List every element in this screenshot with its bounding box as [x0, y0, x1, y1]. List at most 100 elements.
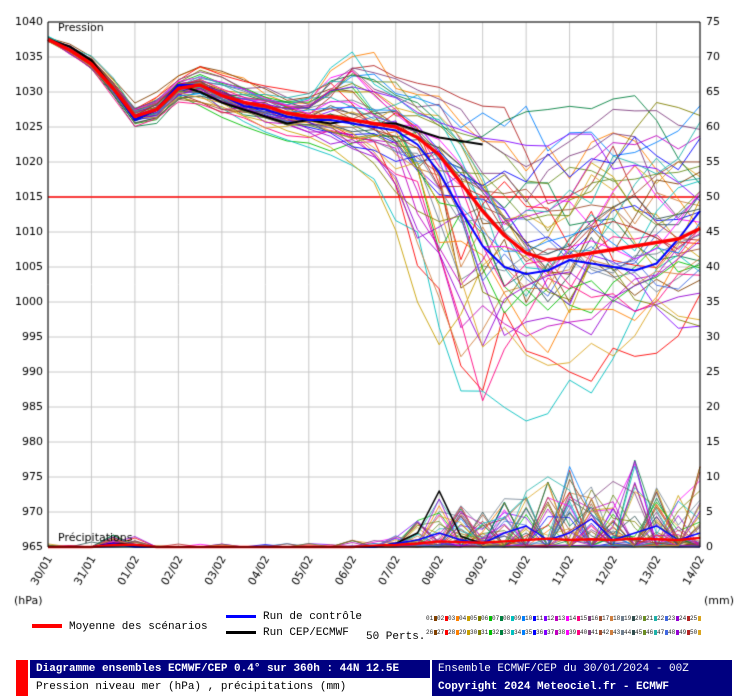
- pert-swatch: [632, 629, 635, 635]
- pert-swatch: [599, 615, 602, 621]
- pert-swatch: [500, 629, 503, 635]
- pert-legend-entry: 24: [679, 615, 690, 622]
- pert-swatch: [676, 615, 679, 621]
- pert-number: 32: [492, 628, 500, 636]
- pert-number: 39: [569, 628, 577, 636]
- legend-mean-label: Moyenne des scénarios: [69, 621, 208, 633]
- pert-swatch: [643, 629, 646, 635]
- pert-number: 03: [448, 614, 456, 622]
- pert-number: 22: [657, 614, 665, 622]
- pert-legend-entry: 08: [503, 615, 514, 622]
- pert-swatch: [566, 629, 569, 635]
- pert-legend-entry: 34: [514, 629, 525, 636]
- pert-legend-entry: 02: [437, 615, 448, 622]
- pert-legend-entry: 19: [624, 615, 635, 622]
- pert-swatch: [577, 629, 580, 635]
- pert-legend-entry: 25: [690, 615, 701, 622]
- pert-number: 02: [437, 614, 445, 622]
- pert-swatch: [643, 615, 646, 621]
- pert-number: 46: [646, 628, 654, 636]
- pert-swatch: [621, 629, 624, 635]
- pert-swatch: [577, 615, 580, 621]
- pert-number: 30: [470, 628, 478, 636]
- pert-number: 20: [635, 614, 643, 622]
- chart-title: Diagramme ensembles ECMWF/CEP 0.4° sur 3…: [30, 660, 430, 678]
- pert-number: 31: [481, 628, 489, 636]
- pert-swatch: [599, 629, 602, 635]
- pert-number: 23: [668, 614, 676, 622]
- legend-ecmwf-label: Run CEP/ECMWF: [263, 627, 349, 639]
- pert-number: 04: [459, 614, 467, 622]
- pert-legend-entry: 40: [580, 629, 591, 636]
- pert-swatch: [511, 629, 514, 635]
- pert-legend-entry: 13: [558, 615, 569, 622]
- pert-number: 50: [690, 628, 698, 636]
- pert-legend-entry: 39: [569, 629, 580, 636]
- control-line-swatch: [226, 614, 256, 618]
- pert-number: 29: [459, 628, 467, 636]
- pert-number: 14: [569, 614, 577, 622]
- pert-legend-entry: 37: [547, 629, 558, 636]
- pert-swatch: [533, 629, 536, 635]
- pert-swatch: [456, 629, 459, 635]
- pert-legend-entry: 43: [613, 629, 624, 636]
- pert-number: 27: [437, 628, 445, 636]
- pert-legend-entry: 41: [591, 629, 602, 636]
- pert-swatch: [478, 629, 481, 635]
- pert-swatch: [434, 629, 437, 635]
- ecmwf-line-swatch: [226, 630, 256, 634]
- pert-swatch: [467, 629, 470, 635]
- pert-number: 33: [503, 628, 511, 636]
- pert-number: 48: [668, 628, 676, 636]
- pert-legend-entry: 38: [558, 629, 569, 636]
- pert-swatch: [489, 615, 492, 621]
- pert-legend-entry: 07: [492, 615, 503, 622]
- copyright: Copyright 2024 Meteociel.fr - ECMWF: [438, 681, 670, 693]
- pert-swatch: [533, 615, 536, 621]
- pert-legend-entry: 30: [470, 629, 481, 636]
- pert-swatch: [610, 629, 613, 635]
- red-marker: [16, 660, 28, 696]
- pert-number: 07: [492, 614, 500, 622]
- pert-number: 44: [624, 628, 632, 636]
- pert-number: 47: [657, 628, 665, 636]
- pert-legend-entry: 15: [580, 615, 591, 622]
- pert-swatch: [588, 629, 591, 635]
- pert-swatch: [588, 615, 591, 621]
- pert-legend-entry: 23: [668, 615, 679, 622]
- pert-legend-entry: 14: [569, 615, 580, 622]
- pert-legend-entry: 29: [459, 629, 470, 636]
- pert-swatch: [522, 629, 525, 635]
- pert-number: 09: [514, 614, 522, 622]
- pert-number: 21: [646, 614, 654, 622]
- legend-control-label: Run de contrôle: [263, 611, 363, 623]
- pert-swatch: [544, 629, 547, 635]
- pert-legend-entry: 17: [602, 615, 613, 622]
- pert-number: 11: [536, 614, 544, 622]
- info-bar: Diagramme ensembles ECMWF/CEP 0.4° sur 3…: [16, 660, 732, 696]
- pert-swatch: [698, 629, 701, 635]
- perts-legend-grid: 01 02 03 04 05 06 07 08 09 10 11 12 13 14 15 16 17 18 19 20…: [426, 611, 701, 639]
- pert-swatch: [687, 615, 690, 621]
- pert-number: 41: [591, 628, 599, 636]
- pert-legend-entry: 05: [470, 615, 481, 622]
- mean-line-swatch: [32, 624, 62, 629]
- pert-number: 24: [679, 614, 687, 622]
- pert-swatch: [456, 615, 459, 621]
- pert-legend-entry: 28: [448, 629, 459, 636]
- pert-swatch: [676, 629, 679, 635]
- pert-legend-entry: 03: [448, 615, 459, 622]
- pert-legend-entry: 01: [426, 615, 437, 622]
- pert-swatch: [544, 615, 547, 621]
- pert-number: 01: [426, 614, 434, 622]
- pert-legend-entry: 16: [591, 615, 602, 622]
- pert-swatch: [698, 615, 701, 621]
- pert-number: 15: [580, 614, 588, 622]
- pert-swatch: [621, 615, 624, 621]
- pert-legend-entry: 20: [635, 615, 646, 622]
- pert-number: 34: [514, 628, 522, 636]
- pert-swatch: [478, 615, 481, 621]
- pert-legend-entry: 10: [525, 615, 536, 622]
- pert-swatch: [445, 615, 448, 621]
- legend-item-control: Run de contrôle: [226, 611, 362, 623]
